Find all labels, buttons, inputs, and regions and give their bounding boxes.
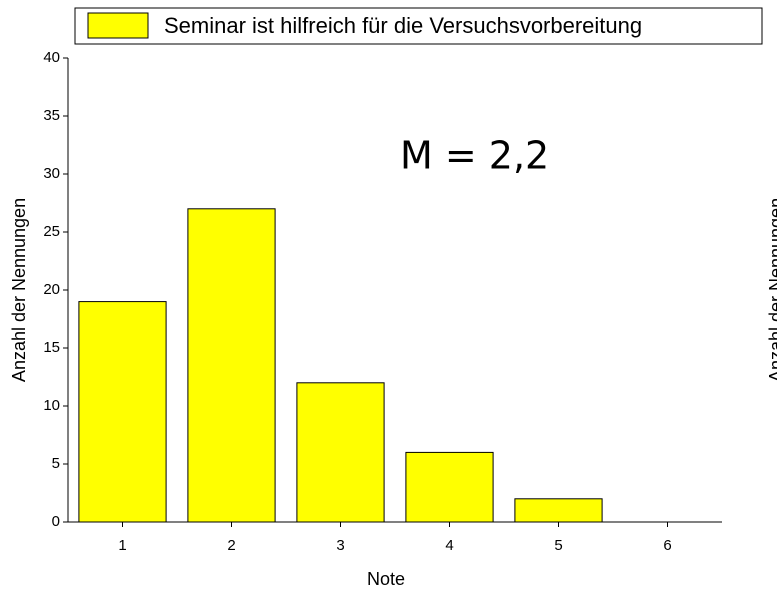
y-tick-label: 5 bbox=[52, 455, 60, 472]
x-tick-label: 5 bbox=[554, 537, 562, 554]
y-tick-label: 10 bbox=[43, 397, 60, 414]
x-axis-label: Note bbox=[367, 569, 405, 589]
y-tick-label: 35 bbox=[43, 107, 60, 124]
bar bbox=[187, 208, 276, 523]
bar bbox=[78, 301, 167, 523]
y-axis-label: Anzahl der Nennungen bbox=[9, 198, 29, 382]
y-tick-label: 40 bbox=[43, 49, 60, 66]
y-tick-label: 15 bbox=[43, 339, 60, 356]
x-tick-label: 4 bbox=[445, 537, 453, 554]
x-tick-label: 1 bbox=[118, 537, 126, 554]
x-tick-label: 6 bbox=[663, 537, 671, 554]
bar bbox=[405, 451, 494, 523]
y-tick-label: 0 bbox=[52, 513, 60, 530]
x-tick-label: 3 bbox=[336, 537, 344, 554]
x-tick-label: 2 bbox=[227, 537, 235, 554]
y-tick-label: 20 bbox=[43, 281, 60, 298]
annotation: M = 2,2 bbox=[400, 134, 549, 178]
y-tick-label: 25 bbox=[43, 223, 60, 240]
legend-label: Seminar ist hilfreich für die Versuchsvo… bbox=[164, 13, 642, 38]
bar bbox=[296, 382, 385, 523]
legend-box bbox=[74, 7, 763, 45]
cropped-label: Anzahl der Nennungen bbox=[766, 198, 777, 382]
bar bbox=[514, 498, 603, 523]
legend-swatch bbox=[87, 12, 149, 39]
y-tick-label: 30 bbox=[43, 165, 60, 182]
